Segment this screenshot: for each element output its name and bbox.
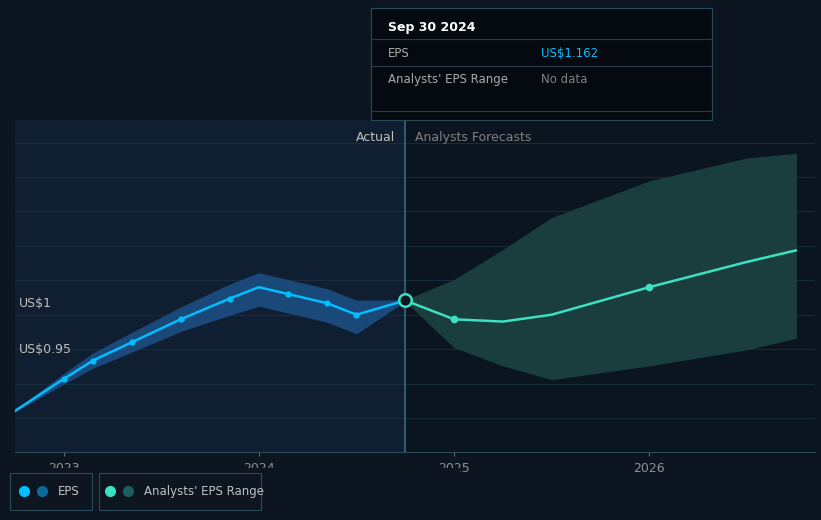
- Text: No data: No data: [542, 73, 588, 86]
- Text: Sep 30 2024: Sep 30 2024: [388, 21, 475, 34]
- FancyBboxPatch shape: [11, 473, 92, 510]
- FancyBboxPatch shape: [99, 473, 261, 510]
- Text: EPS: EPS: [57, 485, 80, 498]
- Bar: [406, 120, 815, 452]
- Text: US$1: US$1: [19, 297, 52, 310]
- Text: Analysts' EPS Range: Analysts' EPS Range: [388, 73, 508, 86]
- Bar: [15, 120, 406, 452]
- Text: Analysts Forecasts: Analysts Forecasts: [415, 131, 531, 144]
- Text: US$0.95: US$0.95: [19, 343, 71, 356]
- Text: Actual: Actual: [356, 131, 396, 144]
- Text: EPS: EPS: [388, 47, 410, 60]
- Text: Analysts' EPS Range: Analysts' EPS Range: [144, 485, 264, 498]
- Text: US$1.162: US$1.162: [542, 47, 599, 60]
